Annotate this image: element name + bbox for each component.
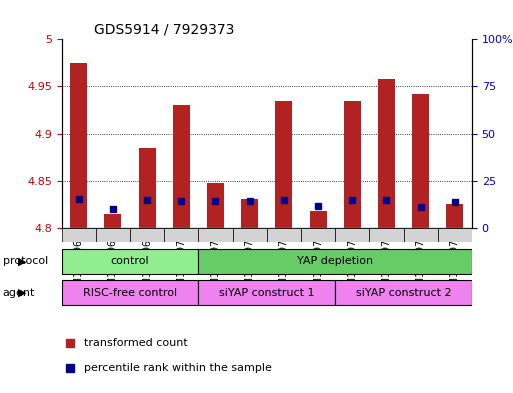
Bar [309,211,327,228]
Text: YAP depletion: YAP depletion [297,256,373,266]
FancyBboxPatch shape [62,281,199,305]
Bar [344,101,361,228]
Bar [241,199,258,228]
Bar [173,105,190,228]
Bar [404,228,438,242]
Text: ▶: ▶ [18,256,27,266]
Text: control: control [111,256,149,266]
FancyBboxPatch shape [62,249,199,274]
Bar [199,228,232,242]
Bar [139,148,155,228]
Bar [301,228,335,242]
Text: transformed count: transformed count [84,338,188,348]
Bar [369,228,404,242]
Bar [275,101,292,228]
Bar [267,228,301,242]
Bar [412,94,429,228]
FancyBboxPatch shape [199,281,335,305]
Text: siYAP construct 1: siYAP construct 1 [219,288,314,298]
Text: protocol: protocol [3,256,48,266]
Bar [207,183,224,228]
Bar [335,228,369,242]
Bar [62,228,96,242]
FancyBboxPatch shape [199,249,472,274]
Text: agent: agent [3,288,35,298]
Bar [438,228,472,242]
Text: percentile rank within the sample: percentile rank within the sample [84,363,272,373]
Text: ▶: ▶ [18,288,27,298]
Text: siYAP construct 2: siYAP construct 2 [356,288,451,298]
Bar [378,79,395,228]
Bar [446,204,463,228]
Bar [130,228,164,242]
Text: RISC-free control: RISC-free control [83,288,177,298]
Text: GDS5914 / 7929373: GDS5914 / 7929373 [94,23,235,37]
Bar [164,228,199,242]
Bar [70,63,87,228]
Bar [96,228,130,242]
Bar [104,214,122,228]
Bar [232,228,267,242]
FancyBboxPatch shape [335,281,472,305]
